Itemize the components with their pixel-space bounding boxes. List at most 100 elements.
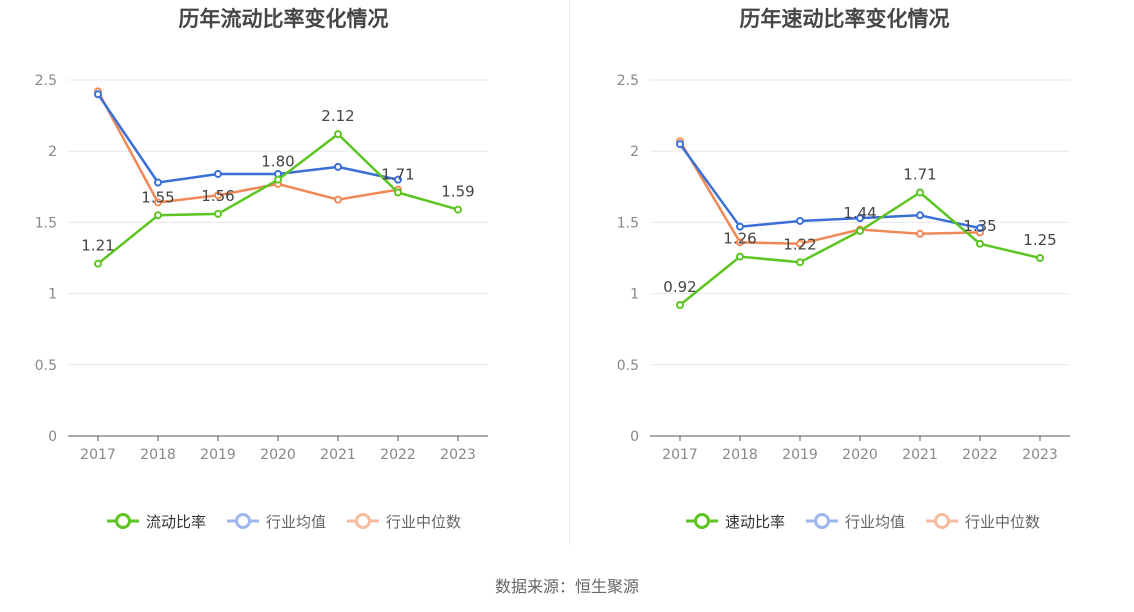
chart-title: 历年速动比率变化情况 <box>739 7 950 31</box>
data-label: 1.26 <box>723 230 756 248</box>
y-tick-label: 2 <box>48 144 57 160</box>
x-tick-label: 2018 <box>722 447 758 463</box>
data-point <box>94 90 102 99</box>
data-point <box>394 188 402 197</box>
legend-line-icon <box>106 513 139 529</box>
quick-ratio-chart: 历年速动比率变化情况 0 0.5 1 1.5 2 2.5 2017 2018 2019 2020 2… <box>567 0 1134 560</box>
legend-label: 行业均值 <box>844 512 905 531</box>
legend-line-icon <box>226 513 259 529</box>
y-tick-label: 2 <box>630 144 639 160</box>
data-point <box>1036 254 1044 262</box>
legend-label: 行业均值 <box>265 512 326 531</box>
data-point <box>214 169 222 178</box>
data-point <box>976 239 984 248</box>
legend-item-industry-mean[interactable]: 行业均值 <box>226 510 326 532</box>
legend-line-icon <box>805 513 838 529</box>
legend-item-quick-ratio[interactable]: 速动比率 <box>685 510 785 532</box>
data-label: 1.55 <box>141 188 174 206</box>
data-source-note: 数据来源：恒生聚源 <box>494 577 639 596</box>
legend: 速动比率 行业均值 行业中位数 <box>579 510 1134 532</box>
data-point <box>334 162 342 171</box>
current-ratio-plot: 0 0.5 1 1.5 2 2.5 2017 2018 2019 2020 2021 2022 2023… <box>35 73 488 463</box>
x-tick-label: 2019 <box>782 447 818 463</box>
legend-label: 行业中位数 <box>386 512 462 531</box>
data-label: 1.59 <box>441 183 474 201</box>
legend-item-industry-median[interactable]: 行业中位数 <box>925 510 1040 532</box>
data-point <box>916 188 924 197</box>
y-tick-label: 0.5 <box>617 358 639 374</box>
data-point <box>154 178 162 187</box>
y-tick-label: 2.5 <box>617 73 639 89</box>
legend-item-current-ratio[interactable]: 流动比率 <box>106 510 206 532</box>
legend-line-icon <box>926 513 958 529</box>
data-point <box>736 252 744 261</box>
current-ratio-chart: 历年流动比率变化情况 0 0.5 1 1.5 2 2.5 2017 2018 2019 2020 2… <box>0 0 567 560</box>
data-point <box>274 175 282 184</box>
data-point <box>736 222 744 231</box>
series-line <box>678 143 981 230</box>
x-tick-label: 2022 <box>962 447 998 463</box>
x-tick-label: 2021 <box>320 447 356 463</box>
data-label: 1.71 <box>903 165 936 183</box>
data-label: 1.35 <box>963 217 996 235</box>
data-label: 1.22 <box>783 235 816 253</box>
x-tick-label: 2023 <box>1022 447 1058 463</box>
legend-label: 速动比率 <box>724 512 785 531</box>
x-tick-label: 2023 <box>440 447 476 463</box>
y-tick-label: 1.5 <box>35 215 57 231</box>
data-label: 1.80 <box>261 153 294 171</box>
data-point <box>916 229 924 238</box>
x-tick-label: 2021 <box>902 447 938 463</box>
data-point <box>976 224 984 233</box>
legend-item-industry-mean[interactable]: 行业均值 <box>805 510 905 532</box>
data-point <box>856 214 864 223</box>
data-point <box>856 226 864 235</box>
quick-ratio-plot: 0 0.5 1 1.5 2 2.5 2017 2018 2019 2020 2021 2022 2023… <box>617 73 1070 463</box>
legend: 流动比率 行业均值 行业中位数 <box>0 510 567 532</box>
data-label: 1.25 <box>1023 231 1056 249</box>
data-point <box>916 211 924 220</box>
data-point <box>214 191 222 200</box>
x-tick-label: 2017 <box>80 447 116 463</box>
data-point <box>334 130 342 139</box>
legend-item-industry-median[interactable]: 行业中位数 <box>346 510 461 532</box>
data-label: 1.44 <box>843 204 876 222</box>
legend-line-icon <box>347 513 379 529</box>
data-point <box>796 239 804 248</box>
data-point <box>796 258 804 267</box>
data-label: 1.21 <box>81 237 114 255</box>
series-line <box>678 140 981 246</box>
data-point <box>454 205 462 214</box>
data-point <box>94 259 102 268</box>
series-line <box>96 93 399 184</box>
data-point <box>676 300 684 309</box>
data-label: 0.92 <box>663 278 696 296</box>
y-tick-label: 1.5 <box>617 215 639 231</box>
y-tick-label: 0 <box>630 429 639 445</box>
y-tick-label: 0.5 <box>35 358 57 374</box>
data-point <box>214 209 222 218</box>
data-point <box>676 140 684 149</box>
x-tick-label: 2020 <box>842 447 878 463</box>
data-point <box>736 238 744 247</box>
y-tick-label: 0 <box>48 429 57 445</box>
x-tick-label: 2020 <box>260 447 296 463</box>
data-point <box>334 195 342 204</box>
data-point <box>394 175 402 184</box>
x-tick-label: 2022 <box>380 447 416 463</box>
x-tick-label: 2019 <box>200 447 236 463</box>
series-line <box>96 90 399 204</box>
data-label: 1.71 <box>381 165 414 183</box>
chart-title: 历年流动比率变化情况 <box>178 7 389 31</box>
y-tick-label: 1 <box>630 287 639 303</box>
legend-label: 流动比率 <box>145 512 206 531</box>
y-tick-label: 2.5 <box>35 73 57 89</box>
y-tick-label: 1 <box>48 287 57 303</box>
data-point <box>796 216 804 225</box>
panel-divider <box>569 0 570 545</box>
x-tick-label: 2018 <box>140 447 176 463</box>
x-tick-label: 2017 <box>662 447 698 463</box>
data-point <box>154 198 162 207</box>
legend-line-icon <box>685 513 718 529</box>
data-point <box>154 211 162 220</box>
